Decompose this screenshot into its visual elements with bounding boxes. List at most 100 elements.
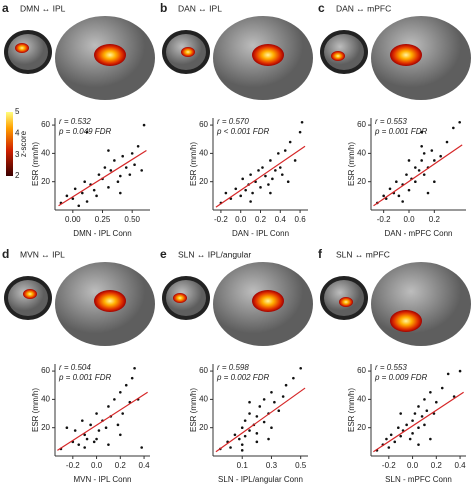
point [423, 398, 426, 401]
point [417, 405, 420, 408]
point [119, 391, 122, 394]
point [281, 395, 285, 398]
x-tick-label: -0.2 [382, 461, 396, 470]
y-tick-label: 60 [199, 120, 208, 129]
annotation: r = 0.553 [375, 363, 407, 372]
point [113, 398, 116, 401]
panel-letter: c [318, 1, 325, 15]
panel-title: DAN ↔ IPL [178, 3, 222, 13]
point [269, 191, 272, 195]
point [240, 443, 244, 446]
panel-title: DMN ↔ IPL [20, 3, 66, 13]
panel-letter: a [2, 1, 9, 15]
x-tick-label: -0.2 [377, 215, 391, 224]
point [261, 166, 264, 169]
point [238, 437, 241, 441]
activation [94, 44, 126, 66]
point [104, 426, 108, 429]
fit-line [215, 387, 306, 453]
x-tick-label: 0.2 [255, 215, 267, 224]
y-axis-label: ESR (mm/h) [347, 142, 356, 186]
point [440, 386, 444, 390]
point [278, 166, 282, 169]
y-tick-label: 60 [199, 366, 208, 375]
activation [252, 44, 284, 66]
point [116, 180, 120, 183]
point [124, 383, 128, 387]
point [445, 140, 449, 144]
point [128, 173, 132, 176]
x-axis-label: DMN - IPL Conn [73, 229, 131, 238]
y-tick-label: 20 [357, 177, 366, 186]
point [133, 366, 136, 370]
point [417, 169, 421, 172]
activation [390, 310, 422, 332]
point [92, 440, 96, 444]
y-tick-label: 20 [357, 423, 366, 432]
point [269, 159, 272, 162]
x-tick-label: 0.0 [91, 461, 103, 470]
point [429, 391, 432, 394]
point [65, 426, 69, 429]
point [274, 169, 277, 172]
x-tick-label: 0.5 [295, 461, 307, 470]
activation [331, 51, 345, 61]
point [85, 200, 89, 203]
point [264, 174, 267, 178]
point [77, 443, 81, 446]
brain-image [371, 262, 471, 346]
x-tick-label: 0.4 [455, 461, 467, 470]
point [299, 366, 302, 370]
point [116, 423, 120, 427]
point [133, 163, 136, 167]
point [277, 409, 281, 413]
point [284, 383, 288, 387]
point [107, 443, 110, 446]
activation [390, 44, 422, 66]
point [425, 409, 429, 413]
point [435, 400, 438, 404]
point [81, 419, 84, 422]
point [255, 415, 259, 418]
point [121, 412, 124, 415]
y-tick-label: 40 [357, 148, 366, 157]
annotation: r = 0.504 [59, 363, 91, 372]
point [248, 412, 251, 415]
point [258, 405, 262, 408]
point [77, 204, 81, 208]
x-tick-label: 0.4 [139, 461, 151, 470]
y-axis-label: ESR (mm/h) [31, 142, 40, 186]
point [255, 432, 259, 435]
y-axis-label: ESR (mm/h) [189, 142, 198, 186]
panel-letter: d [2, 247, 9, 261]
point [382, 194, 385, 198]
point [452, 126, 455, 130]
point [387, 446, 391, 449]
point [119, 174, 122, 178]
fit-line [57, 391, 148, 451]
y-axis-label: ESR (mm/h) [31, 388, 40, 432]
annotation: p = 0.002 FDR [216, 373, 269, 382]
colorbar-tick-label: 2 [15, 171, 20, 180]
colorbar-tick-label: 4 [15, 128, 20, 137]
point [234, 187, 238, 191]
point [420, 145, 423, 148]
point [401, 200, 404, 203]
point [452, 395, 456, 398]
point [411, 432, 414, 435]
point [229, 446, 232, 449]
point [417, 443, 420, 446]
point [405, 173, 408, 176]
x-axis-label: DAN - mPFC Conn [384, 229, 452, 238]
point [280, 173, 284, 176]
x-tick-label: 0.00 [65, 215, 81, 224]
x-tick-label: -0.2 [214, 215, 228, 224]
point [89, 423, 92, 427]
point [423, 423, 426, 427]
point [240, 449, 244, 452]
point [298, 130, 302, 134]
activation [94, 290, 126, 312]
point [420, 130, 423, 134]
point [248, 400, 251, 404]
point [97, 429, 101, 432]
